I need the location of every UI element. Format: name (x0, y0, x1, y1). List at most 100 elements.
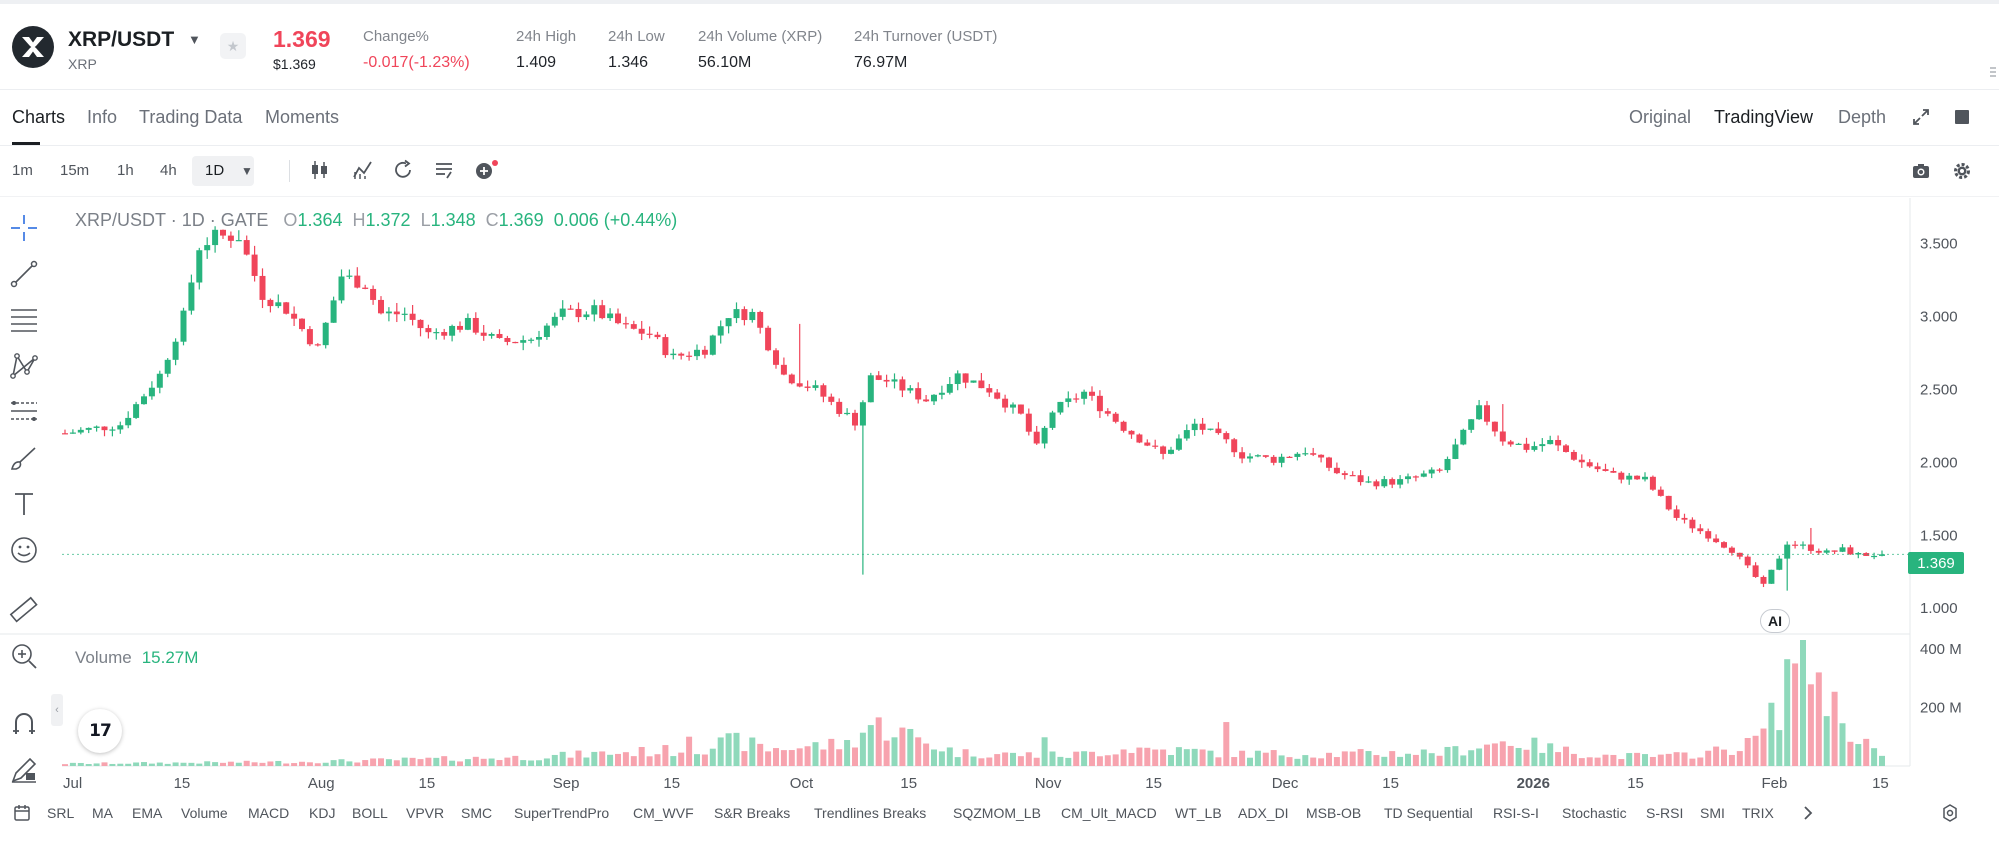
stat-label: 24h High (516, 28, 577, 45)
time-axis-tick: Feb (1762, 775, 1788, 792)
volume-bar (1420, 749, 1427, 766)
indicator-srl[interactable]: SRL (47, 805, 75, 821)
indicator-smc[interactable]: SMC (461, 805, 493, 821)
right-edge-handle[interactable] (1988, 60, 1998, 88)
indicator-scroll-right-icon[interactable] (1800, 803, 1816, 828)
magnet-icon[interactable] (8, 708, 40, 745)
volume-axis-tick: 200 M (1920, 699, 1962, 716)
candle-body (148, 387, 155, 397)
candle-body (1839, 547, 1846, 552)
indicator-kdj[interactable]: KDJ (309, 805, 336, 821)
templates-icon[interactable] (433, 159, 455, 186)
xrp-logo-icon (12, 26, 54, 68)
brush-icon[interactable] (8, 442, 40, 479)
volume-bar (852, 747, 858, 766)
volume-bar (931, 749, 937, 766)
collapse-sidebar-icon[interactable]: ‹ (51, 694, 63, 726)
layout-square-icon[interactable] (1953, 108, 1971, 131)
legend-interval: 1D (181, 210, 205, 230)
candle-body (133, 404, 140, 418)
favorite-star-icon[interactable]: ★ (220, 33, 246, 59)
timeframe-15m-button[interactable]: 15m (60, 162, 90, 179)
candle-body (1634, 475, 1641, 480)
camera-icon[interactable] (1911, 161, 1931, 186)
candle-body (575, 308, 582, 318)
candle-body (1807, 544, 1814, 551)
indicator-cm-wvf[interactable]: CM_WVF (633, 805, 694, 821)
pair-dropdown-icon[interactable]: ▼ (188, 32, 201, 47)
candle-body (1499, 431, 1506, 442)
indicator-trix[interactable]: TRIX (1742, 805, 1774, 821)
lock-drawings-icon[interactable] (8, 754, 40, 791)
indicator-wt-lb[interactable]: WT_LB (1175, 805, 1222, 821)
horizontal-lines-icon[interactable] (8, 304, 40, 341)
tab-info[interactable]: Info (87, 107, 118, 127)
indicator-cm-ult-macd[interactable]: CM_Ult_MACD (1061, 805, 1157, 821)
fib-levels-icon[interactable] (8, 396, 40, 433)
candle-body (607, 313, 614, 319)
indicator-td-sequential[interactable]: TD Sequential (1384, 805, 1473, 821)
crosshair-icon[interactable] (8, 212, 40, 249)
candle-body (433, 332, 440, 334)
indicator-volume[interactable]: Volume (181, 805, 228, 821)
tradingview-logo[interactable]: 17 (78, 709, 122, 753)
indicator-macd[interactable]: MACD (248, 805, 290, 821)
timeframe-4h-button[interactable]: 4h (160, 162, 177, 179)
text-tool-icon[interactable] (8, 488, 40, 525)
volume-bar (1112, 754, 1119, 766)
timeframe-1d-button[interactable] (192, 156, 254, 186)
indicator-vpvr[interactable]: VPVR (406, 805, 445, 821)
timezone-gear-icon[interactable] (1940, 803, 1960, 828)
indicator-msb-ob[interactable]: MSB-OB (1306, 805, 1362, 821)
volume-bar (267, 761, 274, 766)
zoom-in-icon[interactable] (8, 640, 40, 677)
volume-bar (441, 756, 448, 766)
timeframe-dropdown-icon[interactable]: ▼ (241, 164, 253, 178)
volume-bar (1326, 752, 1332, 766)
candle-body (1081, 391, 1088, 399)
indicator-s-r-breaks[interactable]: S&R Breaks (714, 805, 791, 821)
settings-gear-icon[interactable] (1952, 161, 1972, 186)
indicators-icon[interactable] (352, 159, 374, 186)
tab-moments[interactable]: Moments (265, 107, 340, 127)
tab-trading-data[interactable]: Trading Data (139, 107, 243, 127)
calendar-icon[interactable] (13, 804, 31, 827)
pair-symbol[interactable]: XRP/USDT (68, 28, 175, 51)
timeframe-1h-button[interactable]: 1h (117, 162, 134, 179)
indicator-stochastic[interactable]: Stochastic (1562, 805, 1627, 821)
indicator-adx-di[interactable]: ADX_DI (1238, 805, 1289, 821)
timeframe-1m-button[interactable]: 1m (12, 162, 33, 179)
tab-charts[interactable]: Charts (12, 107, 66, 127)
candle-body (1073, 398, 1080, 400)
candle-type-icon[interactable] (310, 159, 330, 186)
candle-body (196, 250, 203, 283)
indicator-sqzmom-lb[interactable]: SQZMOM_LB (953, 805, 1041, 821)
trend-line-icon[interactable] (8, 258, 40, 295)
candle-body (354, 275, 361, 288)
indicator-trendlines-breaks[interactable]: Trendlines Breaks (814, 805, 927, 821)
fullscreen-icon[interactable] (1911, 107, 1931, 132)
indicator-ma[interactable]: MA (92, 805, 113, 821)
indicator-rsi-s-i[interactable]: RSI-S-I (1493, 805, 1539, 821)
candle-body (1247, 456, 1253, 459)
emoji-icon[interactable] (8, 534, 40, 571)
indicator-boll[interactable]: BOLL (352, 805, 388, 821)
tab-original[interactable]: Original (1629, 107, 1692, 127)
tab-tradingview[interactable]: TradingView (1714, 107, 1814, 127)
tab-depth[interactable]: Depth (1838, 107, 1887, 127)
add-indicator-icon[interactable] (474, 159, 500, 186)
stat-label: 24h Turnover (USDT) (854, 28, 998, 45)
pattern-tool-icon[interactable] (8, 350, 40, 387)
replay-icon[interactable] (392, 159, 414, 186)
volume-bar (1499, 741, 1506, 766)
volume-legend: Volume 15.27M (75, 648, 198, 668)
ruler-icon[interactable] (8, 594, 40, 631)
ai-badge-button[interactable]: AI (1760, 609, 1790, 633)
price-axis-tick: 1.000 (1920, 600, 1958, 617)
indicator-smi[interactable]: SMI (1700, 805, 1725, 821)
indicator-supertrendpro[interactable]: SuperTrendPro (514, 805, 610, 821)
indicator-ema[interactable]: EMA (132, 805, 163, 821)
volume-bar (251, 762, 258, 766)
indicator-s-rsi[interactable]: S-RSI (1646, 805, 1684, 821)
